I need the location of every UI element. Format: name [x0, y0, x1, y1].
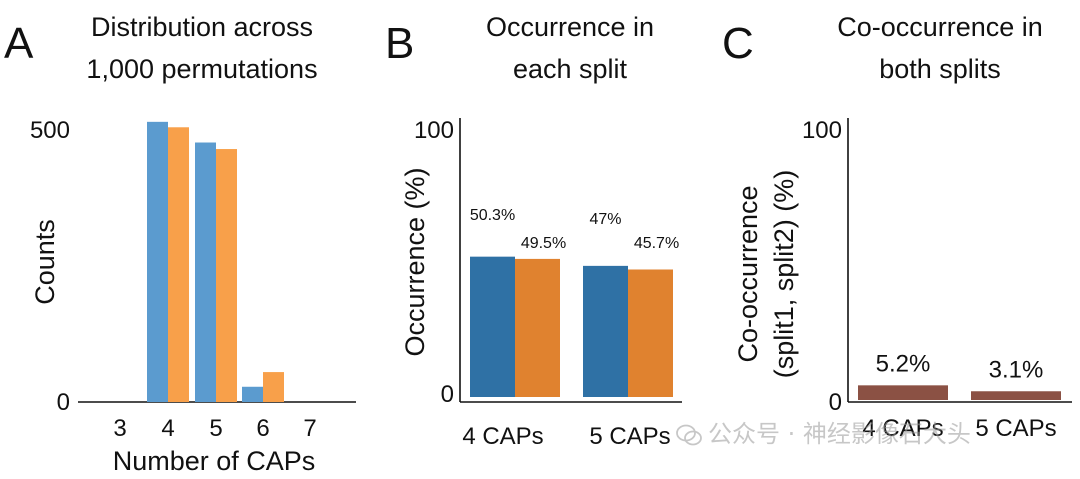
- panel-b-ytick-0: 0: [441, 381, 454, 408]
- panel-b-data-label-1-s1: 50.3%: [470, 207, 515, 224]
- panel-b-xtick-2: 5 CAPs: [589, 423, 670, 450]
- panel-c-letter: C: [722, 19, 754, 68]
- panel-a-bar-4-s1: [147, 121, 168, 402]
- panel-c-xtick-1: 4 CAPs: [862, 415, 943, 442]
- panel-b-data-label-2-s2: 45.7%: [634, 235, 679, 252]
- panel-c: C Co-occurrence in both splits Co-occurr…: [722, 12, 1072, 442]
- wechat-icon: [676, 424, 702, 446]
- panel-a-bar-5-s2: [216, 149, 237, 402]
- panel-a-ytick-500: 500: [30, 117, 70, 144]
- panel-c-title-line2: both splits: [879, 54, 1001, 84]
- panel-c-bar-1: [858, 385, 948, 400]
- panel-a-xtick-7: 7: [303, 415, 316, 442]
- panel-a: A Distribution across 1,000 permutations…: [4, 12, 356, 476]
- panel-a-letter: A: [4, 19, 34, 68]
- panel-b-bar-1-s1: [470, 256, 515, 397]
- panel-a-bars: [147, 121, 284, 402]
- panel-b-bars: 50.3% 49.5% 47% 45.7%: [470, 207, 679, 397]
- panel-c-data-label-2: 3.1%: [989, 356, 1044, 383]
- panel-c-ytick-0: 0: [829, 389, 842, 416]
- watermark: 公众号 · 神经影像石大头: [676, 414, 971, 449]
- panel-b: B Occurrence in each split Occurrence (%…: [385, 12, 682, 450]
- panel-c-x-ticks: 4 CAPs 5 CAPs: [862, 415, 1056, 442]
- panel-a-xtick-6: 6: [256, 415, 269, 442]
- panel-a-xtick-5: 5: [209, 415, 222, 442]
- panel-c-bars: 5.2% 3.1%: [858, 350, 1061, 400]
- watermark-text: 公众号 · 神经影像石大头: [708, 420, 971, 448]
- panel-a-bar-6-s2: [263, 372, 284, 402]
- panel-c-bar-2: [971, 391, 1061, 400]
- panel-a-ytick-0: 0: [57, 389, 70, 416]
- panel-b-bar-2-s2: [628, 269, 673, 397]
- panel-a-bar-4-s2: [168, 127, 189, 402]
- panel-b-bar-2-s1: [583, 265, 628, 397]
- panel-b-y-axis-title: Occurrence (%): [400, 167, 430, 356]
- panel-a-bar-5-s1: [195, 142, 216, 402]
- panel-a-xtick-4: 4: [161, 415, 174, 442]
- panel-a-xtick-3: 3: [113, 415, 126, 442]
- panel-c-ytick-100: 100: [802, 117, 842, 144]
- panel-c-y-axis-title-line2: (split1, split2) (%): [769, 170, 799, 379]
- panel-c-title-line1: Co-occurrence in: [837, 12, 1043, 42]
- panel-b-letter: B: [385, 19, 414, 68]
- panel-a-x-axis-title: Number of CAPs: [113, 446, 316, 476]
- panel-b-data-label-2-s1: 47%: [589, 211, 621, 228]
- panel-b-title-line2: each split: [513, 54, 628, 84]
- panel-a-bar-6-s1: [242, 386, 263, 402]
- panel-b-ytick-100: 100: [414, 117, 454, 144]
- panel-c-data-label-1: 5.2%: [876, 350, 931, 377]
- panel-b-xtick-1: 4 CAPs: [462, 423, 543, 450]
- panel-b-data-label-1-s2: 49.5%: [521, 235, 566, 252]
- panel-b-bar-1-s2: [515, 258, 560, 397]
- panel-c-xtick-2: 5 CAPs: [975, 415, 1056, 442]
- panel-c-y-axis-title-line1: Co-occurrence: [733, 185, 763, 362]
- panel-a-x-ticks: 3 4 5 6 7: [113, 415, 316, 442]
- panel-b-x-ticks: 4 CAPs 5 CAPs: [462, 423, 670, 450]
- panel-a-title-line2: 1,000 permutations: [86, 54, 317, 84]
- panel-a-y-axis-title: Counts: [30, 219, 60, 305]
- panel-a-title-line1: Distribution across: [91, 12, 313, 42]
- panel-b-title-line1: Occurrence in: [486, 12, 654, 42]
